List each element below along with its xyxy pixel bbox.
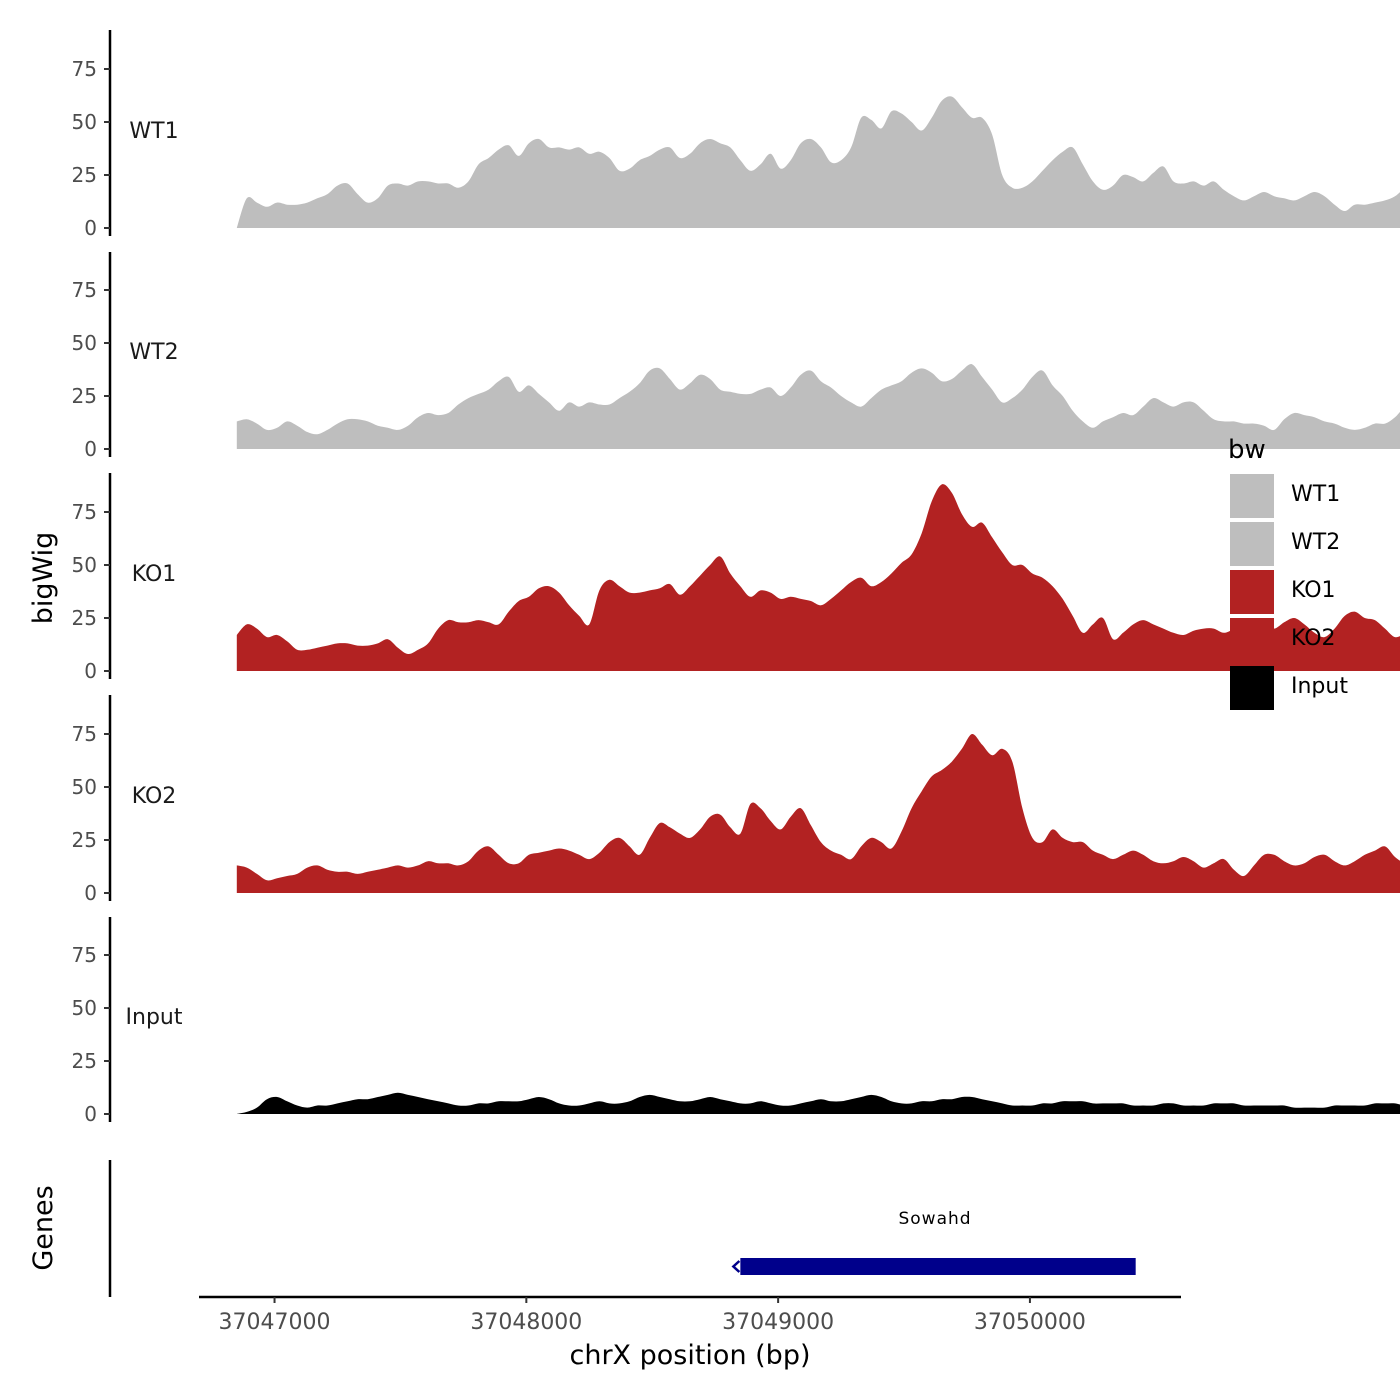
legend-label-ko1: KO1 xyxy=(1291,578,1336,603)
x-axis-title: chrX position (bp) xyxy=(569,1340,810,1371)
x-tick-label-37048000: 37048000 xyxy=(470,1310,582,1335)
y-tick-label-ko1-0: 0 xyxy=(84,659,97,683)
legend-item-wt2: WT2 xyxy=(1228,520,1340,568)
y-tick-label-input-75: 75 xyxy=(72,943,97,967)
legend-item-ko1: KO1 xyxy=(1228,568,1336,616)
y-tick-label-wt1-25: 25 xyxy=(72,163,97,187)
track-label-wt2: WT2 xyxy=(129,340,178,365)
legend-item-wt1: WT1 xyxy=(1228,472,1340,520)
genes-axis-title: Genes xyxy=(28,1185,59,1270)
legend-label-wt1: WT1 xyxy=(1291,482,1341,507)
legend-key-wt1 xyxy=(1230,474,1274,518)
legend-title: bw xyxy=(1228,435,1266,465)
y-tick-label-wt1-0: 0 xyxy=(84,216,97,240)
y-tick-label-input-25: 25 xyxy=(72,1049,97,1073)
legend: bw WT1 WT2 KO1 KO2 Input xyxy=(1228,432,1348,712)
gene-label-sowahd: Sowahd xyxy=(898,1209,971,1229)
x-tick-label-37047000: 37047000 xyxy=(219,1310,331,1335)
y-tick-label-wt1-75: 75 xyxy=(72,57,97,81)
legend-key-input xyxy=(1230,666,1274,710)
legend-label-ko2: KO2 xyxy=(1291,626,1336,651)
track-label-input: Input xyxy=(126,1005,183,1030)
track-label-ko2: KO2 xyxy=(132,784,177,809)
y-tick-label-wt2-25: 25 xyxy=(72,384,97,408)
y-tick-label-ko2-0: 0 xyxy=(84,881,97,905)
y-tick-label-input-50: 50 xyxy=(72,996,97,1020)
coverage-area-wt1 xyxy=(236,96,1400,228)
gene-strand-arrow-sowahd xyxy=(731,1260,741,1273)
coverage-area-input xyxy=(236,1092,1400,1114)
gene-body-sowahd xyxy=(740,1258,1136,1275)
y-tick-label-ko2-50: 50 xyxy=(72,775,97,799)
y-tick-label-wt1-50: 50 xyxy=(72,110,97,134)
legend-item-ko2: KO2 xyxy=(1228,616,1336,664)
y-tick-label-ko1-50: 50 xyxy=(72,553,97,577)
coverage-area-ko1 xyxy=(236,484,1400,671)
track-label-wt1: WT1 xyxy=(129,119,178,144)
x-tick-label-37050000: 37050000 xyxy=(974,1310,1086,1335)
coverage-area-ko2 xyxy=(236,733,1400,893)
y-tick-label-wt2-50: 50 xyxy=(72,331,97,355)
y-tick-label-wt2-0: 0 xyxy=(84,437,97,461)
legend-key-ko2 xyxy=(1230,618,1274,662)
y-tick-label-input-0: 0 xyxy=(84,1102,97,1126)
x-tick-label-37049000: 37049000 xyxy=(722,1310,834,1335)
y-tick-label-ko2-25: 25 xyxy=(72,828,97,852)
track-label-ko1: KO1 xyxy=(132,562,177,587)
legend-item-input: Input xyxy=(1228,664,1348,712)
y-tick-label-ko1-25: 25 xyxy=(72,606,97,630)
coverage-area-wt2 xyxy=(236,364,1400,449)
legend-label-wt2: WT2 xyxy=(1291,530,1341,555)
y-tick-label-wt2-75: 75 xyxy=(72,278,97,302)
y-tick-label-ko2-75: 75 xyxy=(72,722,97,746)
y-axis-title: bigWig xyxy=(28,532,59,625)
legend-key-wt2 xyxy=(1230,522,1274,566)
y-tick-label-ko1-75: 75 xyxy=(72,500,97,524)
legend-label-input: Input xyxy=(1291,674,1348,699)
legend-key-ko1 xyxy=(1230,570,1274,614)
